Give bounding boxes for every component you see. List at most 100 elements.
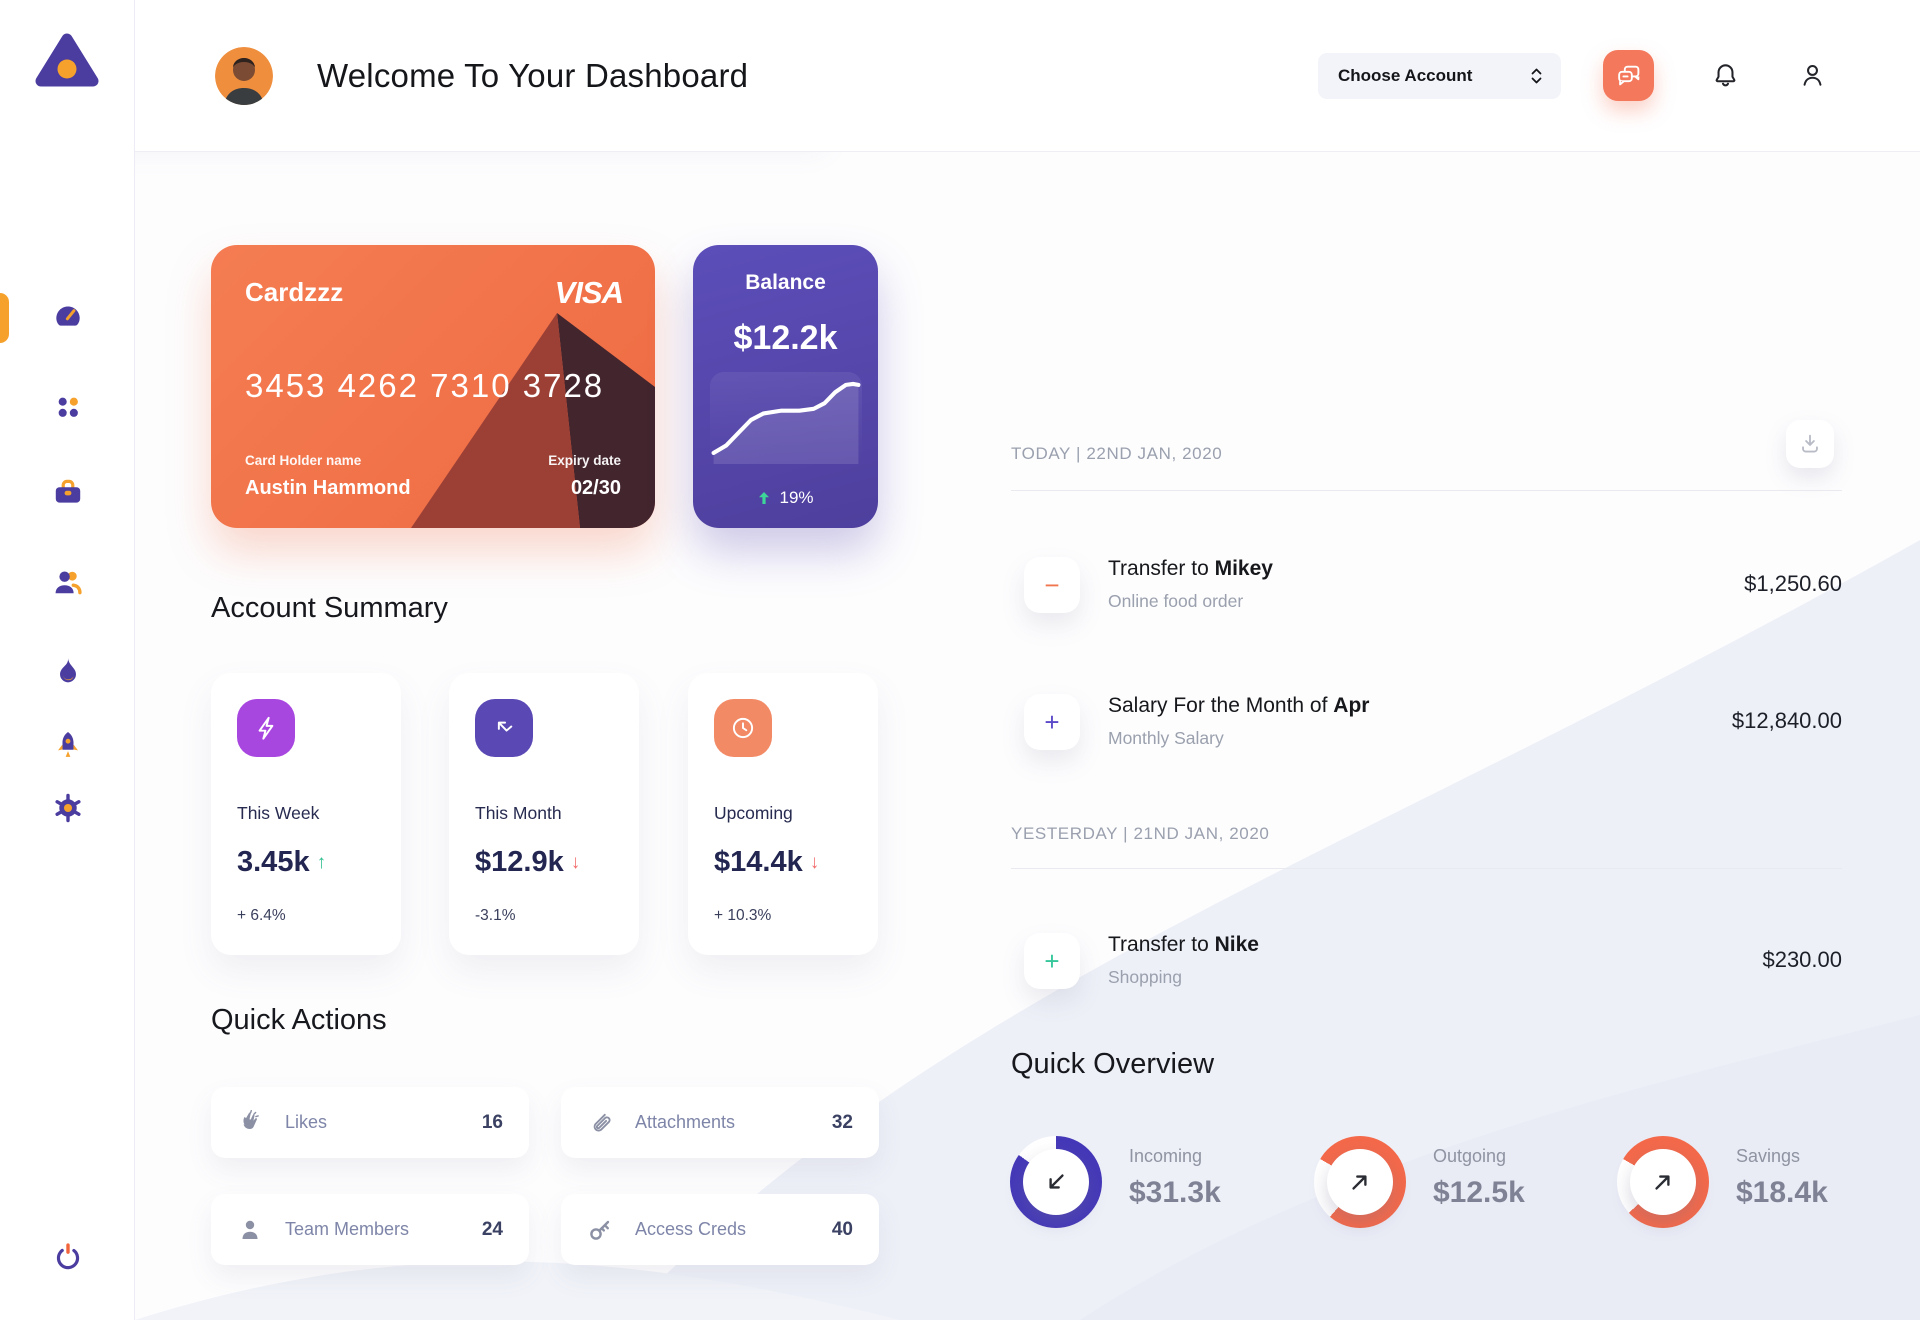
sidebar-item-launch[interactable] xyxy=(0,728,135,762)
card-decoration xyxy=(411,313,655,528)
download-icon xyxy=(1802,434,1818,453)
incoming-donut xyxy=(1010,1136,1102,1228)
transaction-row-salary[interactable]: + Salary For the Month of Apr Monthly Sa… xyxy=(1011,694,1842,750)
expiry-label: Expiry date xyxy=(548,453,621,468)
paperclip-icon xyxy=(593,1113,611,1131)
summary-card-this-month: This Month $12.9k ↓ -3.1% xyxy=(449,673,639,955)
sidebar-item-activity[interactable] xyxy=(0,653,135,687)
team-icon xyxy=(55,571,82,595)
quick-action-label: Likes xyxy=(285,1112,328,1132)
credit-card: Cardzzz VISA 3453 4262 7310 3728 Card Ho… xyxy=(211,245,655,528)
card-name: Cardzzz xyxy=(245,277,344,307)
quick-actions-title: Quick Actions xyxy=(211,1004,387,1036)
sidebar-item-team[interactable] xyxy=(0,565,135,599)
transaction-title: Salary For the Month of Apr xyxy=(1108,694,1370,717)
clock-icon xyxy=(732,717,754,739)
plus-icon: + xyxy=(1024,694,1080,750)
quick-action-label: Attachments xyxy=(635,1112,736,1132)
account-summary-title: Account Summary xyxy=(211,592,448,624)
arrow-down-left-icon xyxy=(1049,1174,1064,1189)
balance-value: $12.2k xyxy=(733,319,838,357)
sidebar-item-work[interactable] xyxy=(0,475,135,509)
balance-sparkline xyxy=(709,372,862,464)
page-title: Welcome To Your Dashboard xyxy=(317,56,749,94)
minus-icon: − xyxy=(1024,557,1080,613)
lightning-icon xyxy=(258,716,274,740)
visa-logo: VISA xyxy=(554,275,624,310)
outgoing-value: $12.5k xyxy=(1433,1176,1525,1209)
sidebar xyxy=(0,0,135,1320)
quick-action-value: 16 xyxy=(481,1111,503,1133)
trend-down-arrow: ↓ xyxy=(570,851,581,873)
download-button[interactable] xyxy=(1786,420,1834,468)
quick-action-access-creds[interactable]: Access Creds 40 xyxy=(561,1194,879,1265)
up-arrow-icon xyxy=(759,492,770,504)
card-holder-name: Austin Hammond xyxy=(245,477,411,499)
summary-percent: -3.1% xyxy=(475,907,516,924)
transaction-subtitle: Online food order xyxy=(1108,591,1244,611)
quick-action-label: Access Creds xyxy=(635,1219,747,1239)
quick-action-attachments[interactable]: Attachments 32 xyxy=(561,1087,879,1158)
divider xyxy=(1011,490,1842,491)
gear-icon xyxy=(54,793,81,823)
notifications-button[interactable] xyxy=(1710,60,1741,91)
profile-button[interactable] xyxy=(1797,60,1828,91)
divider xyxy=(1011,868,1842,869)
outgoing-label: Outgoing xyxy=(1433,1146,1507,1166)
clap-icon xyxy=(243,1109,259,1129)
quick-action-team-members[interactable]: Team Members 24 xyxy=(211,1194,529,1265)
account-select[interactable]: Choose Account xyxy=(1318,52,1561,99)
quick-action-value: 24 xyxy=(481,1218,503,1240)
transaction-subtitle: Shopping xyxy=(1108,967,1182,987)
chat-icon xyxy=(1617,65,1639,85)
trend-arrow-icon xyxy=(497,721,513,732)
briefcase-icon xyxy=(55,479,80,503)
quick-action-likes[interactable]: Likes 16 xyxy=(211,1087,529,1158)
transaction-title: Transfer to Nike xyxy=(1108,933,1259,956)
sidebar-item-apps[interactable] xyxy=(0,390,135,424)
apps-grid-icon xyxy=(58,397,78,417)
transaction-subtitle: Monthly Salary xyxy=(1108,728,1224,748)
summary-card-upcoming: Upcoming $14.4k ↓ + 10.3% xyxy=(688,673,878,955)
sidebar-item-logout[interactable] xyxy=(0,1240,135,1274)
app-logo[interactable] xyxy=(35,30,99,95)
summary-value: $14.4k xyxy=(714,846,803,878)
balance-change: 19% xyxy=(779,488,814,507)
outgoing-donut xyxy=(1314,1136,1406,1228)
transaction-row-nike[interactable]: + Transfer to Nike Shopping $230.00 xyxy=(1011,933,1842,989)
transaction-row-mikey[interactable]: − Transfer to Mikey Online food order $1… xyxy=(1011,557,1842,613)
quick-action-value: 40 xyxy=(831,1218,853,1240)
summary-percent: + 6.4% xyxy=(237,907,286,924)
savings-donut xyxy=(1617,1136,1709,1228)
user-icon xyxy=(1803,64,1822,86)
trend-down-arrow: ↓ xyxy=(809,851,820,873)
flame-icon xyxy=(59,657,76,683)
trend-up-arrow: ↑ xyxy=(316,851,327,873)
sidebar-item-dashboard[interactable] xyxy=(0,299,135,333)
balance-title: Balance xyxy=(745,271,826,294)
quick-overview-title: Quick Overview xyxy=(1011,1048,1215,1080)
expiry-date: 02/30 xyxy=(570,477,621,499)
quick-action-value: 32 xyxy=(831,1111,853,1133)
bell-icon xyxy=(1715,64,1736,87)
savings-label: Savings xyxy=(1736,1146,1801,1166)
incoming-label: Incoming xyxy=(1129,1146,1203,1166)
card-number: 3453 4262 7310 3728 xyxy=(245,367,605,404)
key-icon xyxy=(590,1220,610,1240)
summary-percent: + 10.3% xyxy=(714,907,772,924)
transaction-title: Transfer to Mikey xyxy=(1108,557,1273,580)
plus-icon: + xyxy=(1024,933,1080,989)
power-icon xyxy=(56,1243,79,1270)
summary-label: This Month xyxy=(475,803,562,823)
sidebar-item-settings[interactable] xyxy=(0,791,135,825)
active-nav-indicator xyxy=(0,293,9,343)
balance-card: Balance $12.2k 19% xyxy=(693,245,878,528)
savings-value: $18.4k xyxy=(1736,1176,1828,1209)
tx-group-header-yesterday: YESTERDAY | 21ND JAN, 2020 xyxy=(1011,824,1270,843)
avatar[interactable] xyxy=(215,46,273,105)
chat-button[interactable] xyxy=(1603,50,1654,101)
gauge-icon xyxy=(55,306,80,326)
quick-action-label: Team Members xyxy=(285,1219,410,1239)
summary-label: This Week xyxy=(237,803,320,823)
